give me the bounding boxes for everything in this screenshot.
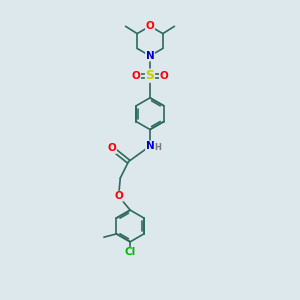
Text: S: S bbox=[146, 69, 154, 82]
Text: O: O bbox=[108, 143, 116, 153]
Text: O: O bbox=[160, 71, 168, 81]
Text: Cl: Cl bbox=[124, 248, 136, 257]
Text: N: N bbox=[146, 141, 154, 151]
Text: H: H bbox=[154, 143, 161, 152]
Text: O: O bbox=[114, 191, 123, 201]
Text: O: O bbox=[132, 71, 140, 81]
Text: N: N bbox=[146, 51, 154, 61]
Text: O: O bbox=[146, 21, 154, 31]
